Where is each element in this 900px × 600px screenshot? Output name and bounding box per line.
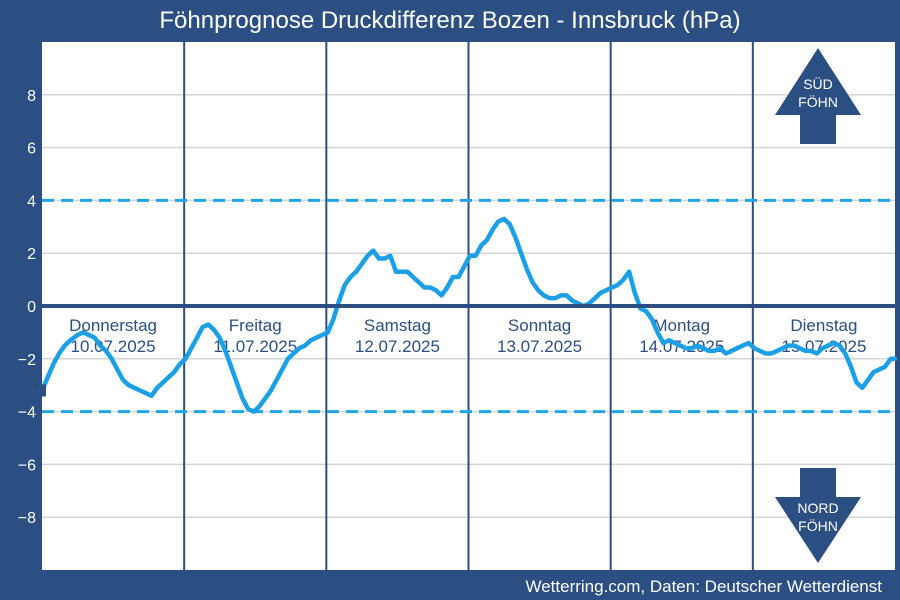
day-date-label: 12.07.2025 [355,337,440,356]
y-tick-label: −4 [18,405,36,422]
y-tick-label: −6 [18,457,36,474]
day-weekday-label: Donnerstag [69,316,157,335]
day-weekday-label: Sonntag [508,316,571,335]
north-foehn-arrow [775,468,861,563]
north-foehn-label: NORD [797,500,838,516]
south-foehn-label: FÖHN [798,93,838,110]
day-weekday-label: Freitag [229,316,282,335]
day-date-label: 11.07.2025 [213,337,297,356]
chart-title: Föhnprognose Druckdifferenz Bozen - Inns… [159,7,741,34]
series-start-marker [40,384,46,397]
day-date-label: 13.07.2025 [497,337,582,356]
day-date-label: 10.07.2025 [71,337,156,356]
y-tick-label: 2 [27,246,36,263]
y-tick-label: −8 [18,510,36,527]
pressure-difference-line [39,216,898,414]
y-tick-label: 6 [27,141,36,158]
day-weekday-label: Dienstag [790,316,857,335]
south-foehn-arrow [775,48,861,144]
source-credit: Wetterring.com, Daten: Deutscher Wetterd… [525,577,882,596]
y-tick-label: 0 [27,299,36,316]
day-weekday-label: Samstag [364,316,431,335]
north-foehn-label: FÖHN [798,517,838,534]
day-weekday-label: Montag [653,316,710,335]
y-tick-label: −2 [18,352,36,369]
y-tick-label: 4 [27,193,36,210]
south-foehn-label: SÜD [803,75,833,92]
y-tick-label: 8 [27,88,36,105]
